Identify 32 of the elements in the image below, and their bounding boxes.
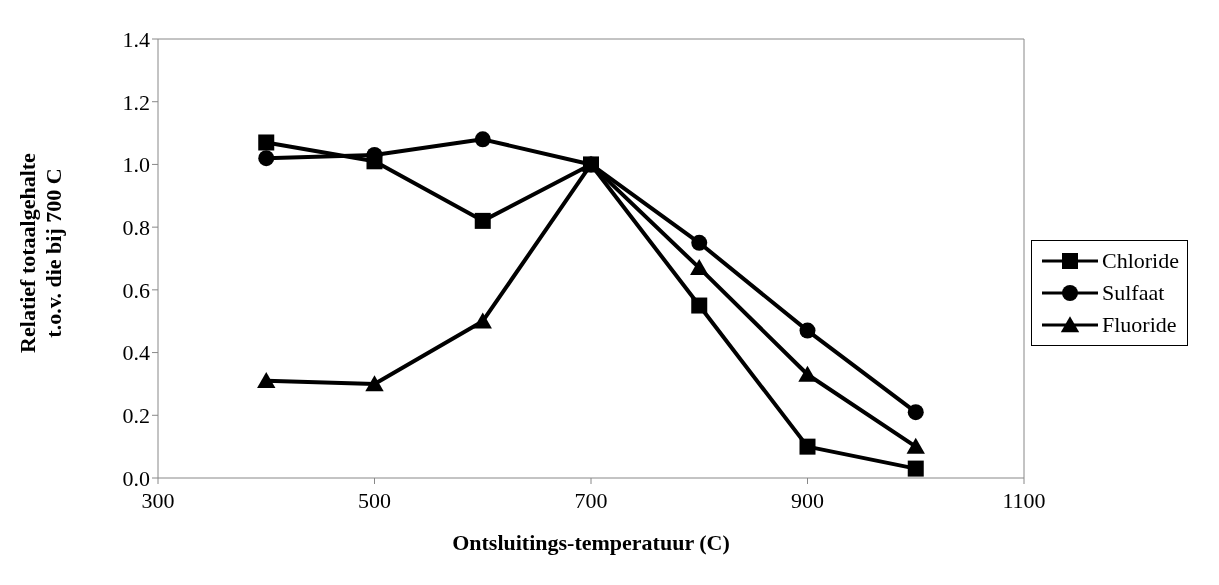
point (906, 437, 925, 454)
y-axis-title: Relatief totaalgehalte t.o.v. die bij 700 C (15, 152, 66, 353)
point (258, 134, 275, 151)
point (907, 460, 924, 477)
legend-label: Fluoride (1102, 312, 1177, 338)
point (907, 404, 924, 421)
point (799, 322, 816, 339)
y-tick-label: 0.8 (122, 214, 150, 240)
point (691, 297, 708, 314)
legend-label: Sulfaat (1102, 280, 1165, 306)
point (691, 234, 708, 251)
point (473, 312, 492, 329)
y-tick-label: 1.2 (122, 89, 150, 115)
x-tick-label: 700 (574, 487, 608, 513)
y-tick-label: 0.6 (122, 277, 150, 303)
x-tick-label: 1100 (1002, 487, 1046, 513)
y-tick-label: 0.2 (122, 403, 150, 429)
legend-label: Chloride (1102, 248, 1179, 274)
point (690, 259, 709, 276)
x-axis-title: Ontsluitings-temperatuur (C) (452, 530, 730, 555)
y-tick-label: 0.4 (122, 340, 150, 366)
point (257, 371, 276, 388)
point (474, 212, 491, 229)
point (474, 131, 491, 148)
y-tick-label: 1.4 (122, 26, 150, 52)
point (798, 365, 817, 382)
x-tick-label: 500 (358, 487, 391, 513)
x-tick-label: 900 (791, 487, 824, 513)
point (365, 375, 384, 392)
point (799, 438, 816, 455)
y-tick-label: 1.0 (122, 152, 150, 178)
point (258, 150, 275, 167)
